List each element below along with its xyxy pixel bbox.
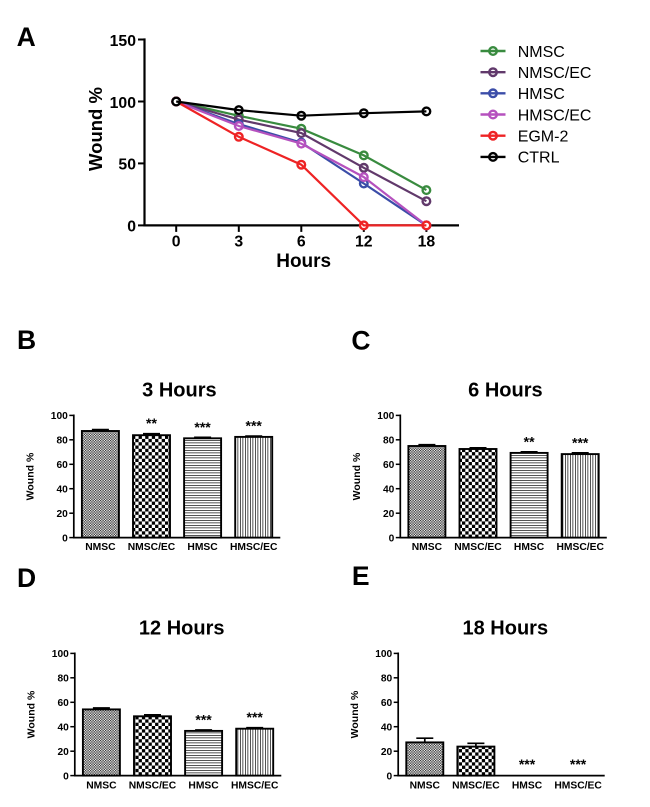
svg-text:0: 0 [62,533,68,544]
svg-text:C: C [351,326,370,356]
svg-text:**: ** [146,415,157,431]
svg-text:NMSC/EC: NMSC/EC [128,542,176,553]
svg-text:18 Hours: 18 Hours [463,618,549,640]
svg-text:20: 20 [57,747,69,758]
svg-text:HMSC: HMSC [512,780,543,791]
svg-text:20: 20 [383,509,395,520]
svg-text:0: 0 [63,771,69,782]
svg-text:EGM-2: EGM-2 [518,129,569,146]
svg-text:3: 3 [234,233,243,250]
svg-text:40: 40 [381,722,393,733]
svg-text:***: *** [195,712,212,728]
svg-text:A: A [17,22,36,52]
svg-text:40: 40 [383,484,395,495]
svg-text:20: 20 [381,747,393,758]
svg-text:NMSC/EC: NMSC/EC [518,65,592,82]
svg-text:40: 40 [56,484,68,495]
svg-text:NMSC/EC: NMSC/EC [454,542,502,553]
svg-text:18: 18 [418,233,436,250]
svg-text:***: *** [519,756,536,772]
svg-text:Wound %: Wound % [351,452,363,500]
svg-text:HMSC/EC: HMSC/EC [231,780,279,791]
svg-text:80: 80 [381,674,393,685]
svg-text:NMSC: NMSC [85,542,116,553]
svg-text:***: *** [570,756,587,772]
svg-text:B: B [17,325,36,355]
svg-text:0: 0 [389,533,395,544]
svg-text:Wound %: Wound % [85,87,106,171]
svg-text:80: 80 [56,436,68,447]
svg-text:0: 0 [387,771,393,782]
svg-text:60: 60 [56,460,68,471]
svg-text:80: 80 [383,436,395,447]
svg-text:Wound %: Wound % [26,690,38,738]
svg-text:Wound %: Wound % [25,452,37,500]
svg-text:HMSC/EC: HMSC/EC [230,542,278,553]
svg-text:40: 40 [57,722,69,733]
svg-text:12 Hours: 12 Hours [139,618,225,640]
svg-text:HMSC/EC: HMSC/EC [518,107,592,124]
svg-text:E: E [352,561,370,591]
svg-text:80: 80 [57,674,69,685]
svg-text:***: *** [572,434,589,450]
svg-text:100: 100 [377,411,394,422]
svg-text:100: 100 [51,411,68,422]
svg-text:60: 60 [381,698,393,709]
svg-text:NMSC/EC: NMSC/EC [129,780,177,791]
svg-text:HMSC: HMSC [514,542,545,553]
svg-text:NMSC/EC: NMSC/EC [452,780,500,791]
svg-text:HMSC/EC: HMSC/EC [556,542,604,553]
svg-text:6 Hours: 6 Hours [468,380,542,402]
svg-text:12: 12 [355,233,373,250]
svg-text:HMSC: HMSC [518,86,565,103]
svg-text:NMSC: NMSC [410,780,441,791]
svg-text:Hours: Hours [276,251,331,272]
svg-text:CTRL: CTRL [518,150,560,167]
svg-text:Wound %: Wound % [349,690,361,738]
svg-text:150: 150 [110,33,137,50]
svg-text:50: 50 [118,157,136,174]
svg-text:HMSC/EC: HMSC/EC [554,780,602,791]
svg-text:60: 60 [383,460,395,471]
svg-text:100: 100 [375,649,392,660]
svg-text:NMSC: NMSC [86,780,117,791]
svg-text:6: 6 [297,233,306,250]
svg-text:***: *** [246,418,263,434]
svg-text:NMSC: NMSC [518,44,565,61]
svg-text:0: 0 [127,219,136,236]
svg-text:20: 20 [56,509,68,520]
svg-text:**: ** [524,433,535,449]
svg-text:D: D [17,563,36,593]
svg-text:***: *** [247,709,264,725]
svg-text:***: *** [194,419,211,435]
svg-text:100: 100 [110,95,137,112]
svg-text:NMSC: NMSC [412,542,443,553]
svg-text:3 Hours: 3 Hours [142,380,216,402]
svg-text:100: 100 [52,649,69,660]
svg-text:HMSC: HMSC [188,780,219,791]
svg-text:HMSC: HMSC [187,542,218,553]
svg-text:0: 0 [172,233,181,250]
svg-text:60: 60 [57,698,69,709]
